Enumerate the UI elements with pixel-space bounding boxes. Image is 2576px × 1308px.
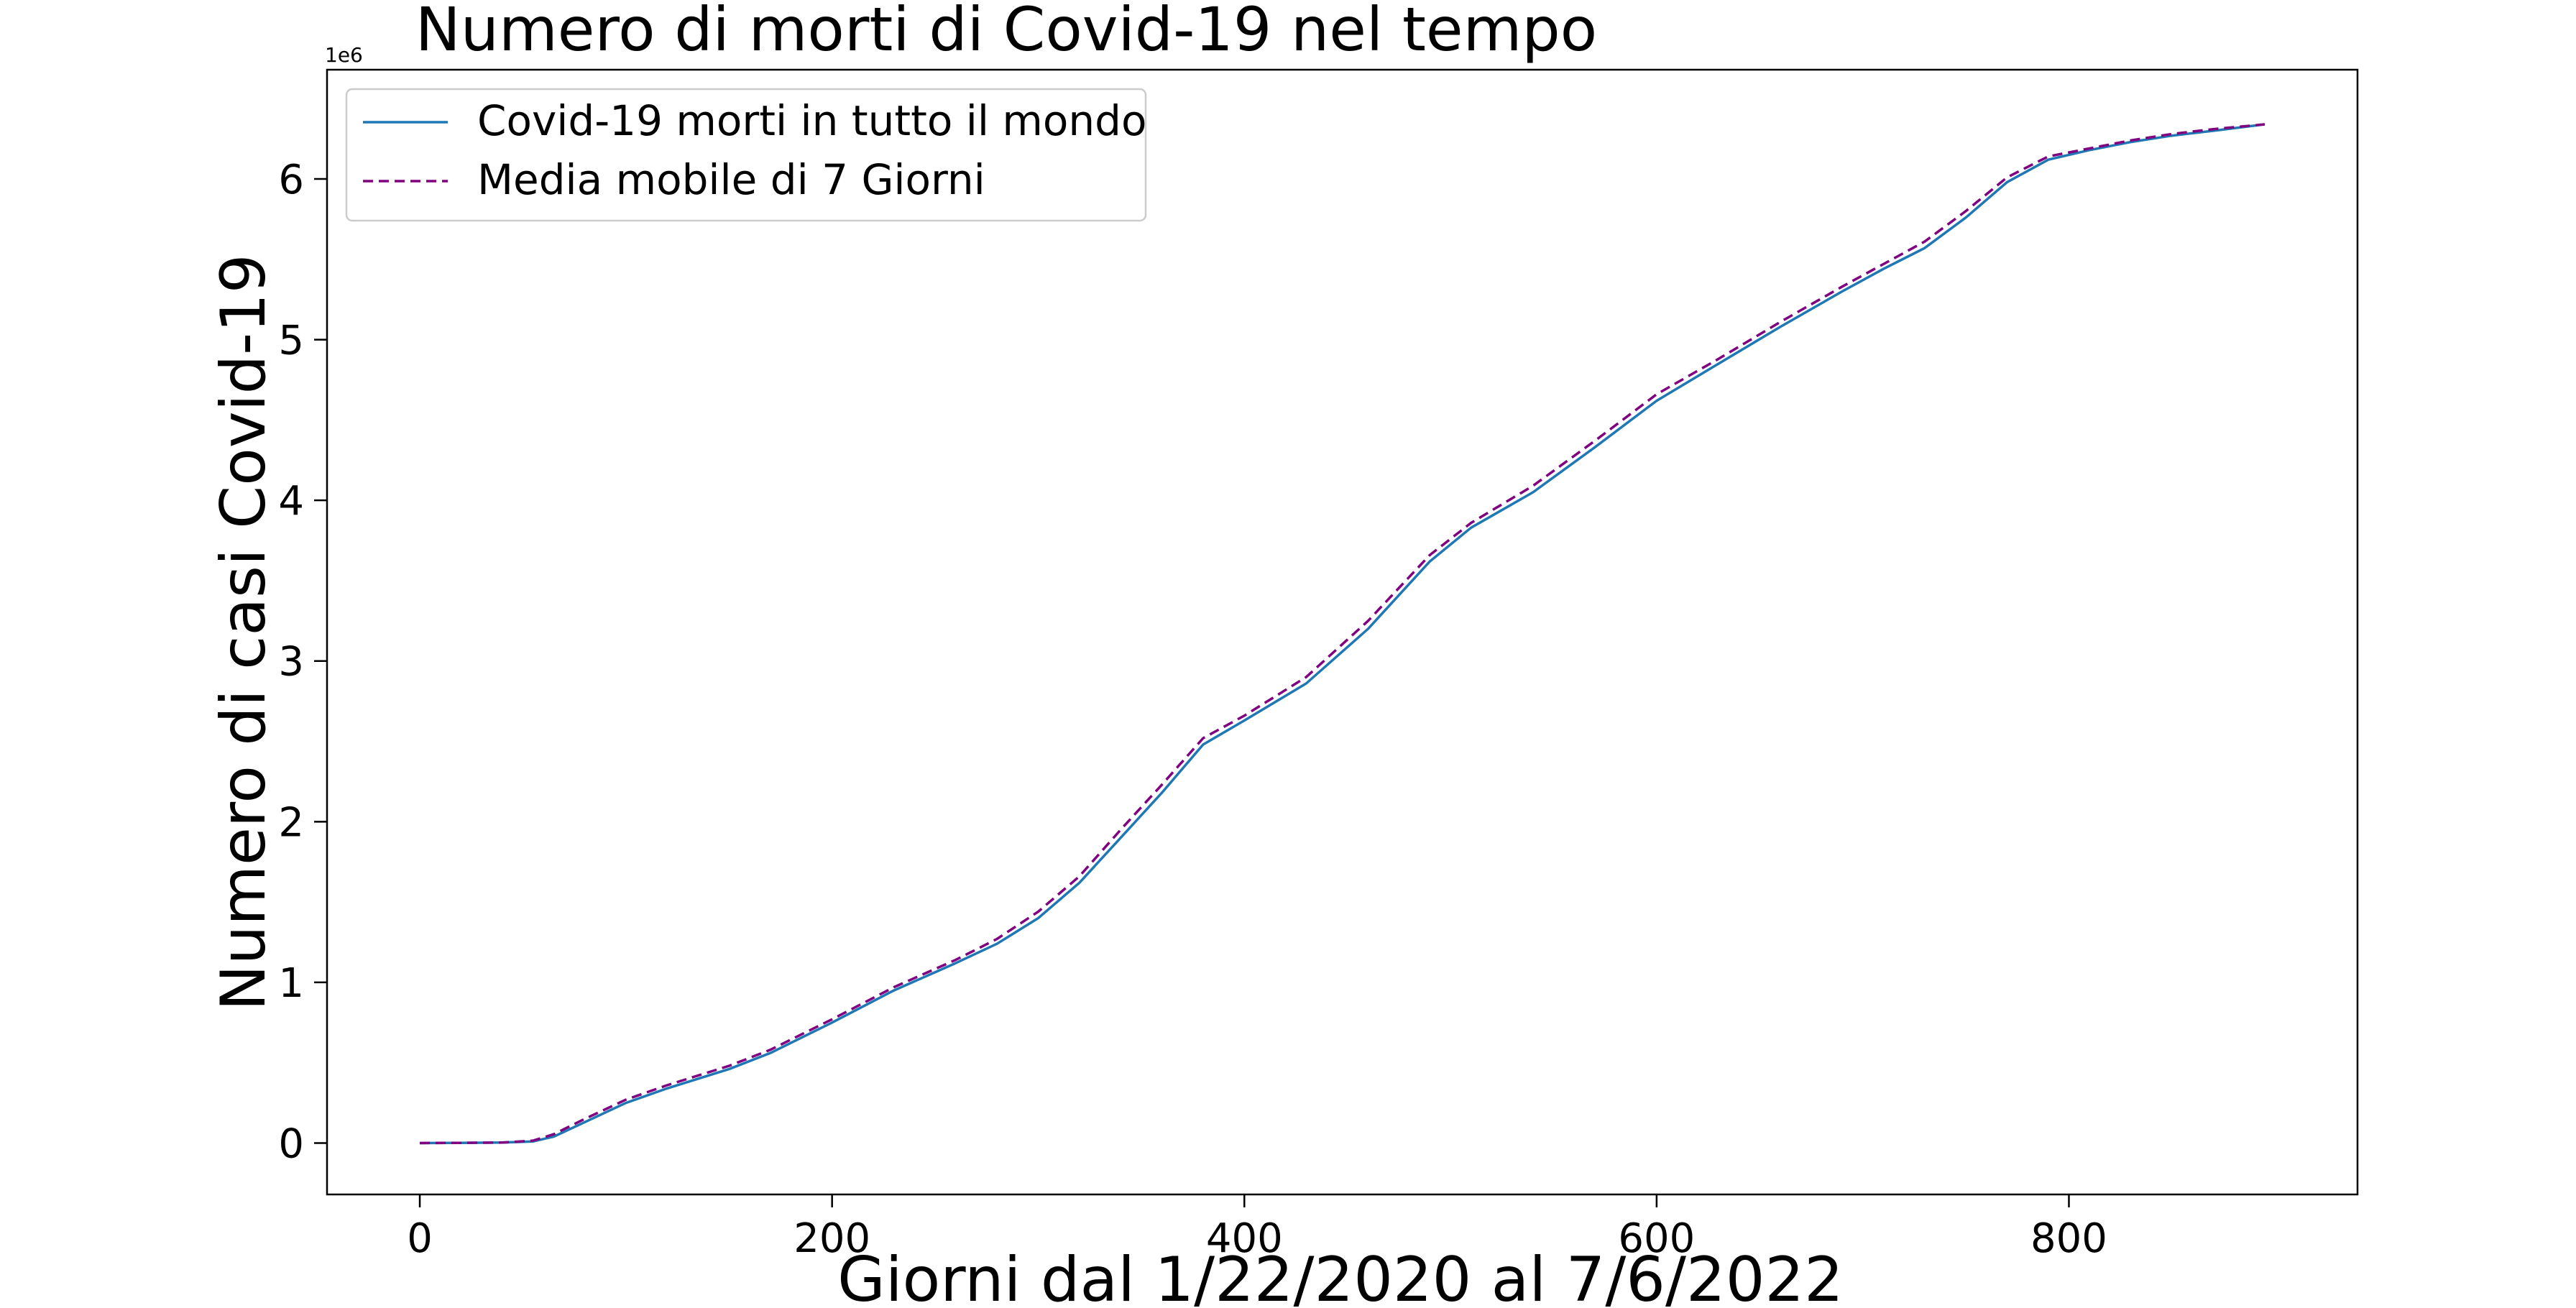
series-line-0: [420, 123, 2266, 1145]
x-tick-label: 200: [794, 1215, 870, 1262]
y-tick-label: 1: [278, 960, 304, 1007]
y-tick-label: 4: [278, 478, 304, 525]
x-tick-label: 0: [407, 1215, 433, 1262]
legend-box: [345, 88, 1147, 222]
legend-label-0: Covid-19 morti in tutto il mondo: [477, 96, 1146, 145]
y-tick-label: 0: [278, 1120, 304, 1167]
x-axis-label: Giorni dal 1/22/2020 al 7/6/2022: [837, 1244, 1844, 1308]
chart-title: Numero di morti di Covid-19 nel tempo: [415, 0, 1597, 65]
x-tick-label: 600: [1618, 1215, 1695, 1262]
series-line-1: [420, 123, 2266, 1145]
y-offset-label: 1e6: [325, 43, 363, 67]
legend-label-1: Media mobile di 7 Giorni: [477, 155, 985, 204]
legend: Covid-19 morti in tutto il mondo Media m…: [345, 88, 1147, 222]
x-axis-ticks: 0 200 400 600 800: [407, 1194, 2107, 1262]
y-axis-ticks: 0 1 2 3 4 5 6: [278, 157, 327, 1167]
y-tick-label: 3: [278, 639, 304, 686]
x-tick-label: 400: [1206, 1215, 1283, 1262]
y-tick-label: 6: [278, 157, 304, 203]
y-tick-label: 2: [278, 799, 304, 846]
y-tick-label: 5: [278, 318, 304, 364]
plot-area: [326, 68, 2359, 1196]
x-tick-label: 800: [2030, 1215, 2107, 1262]
y-axis-label: Numero di casi Covid-19: [208, 254, 280, 1010]
series-layer: [420, 123, 2266, 1145]
